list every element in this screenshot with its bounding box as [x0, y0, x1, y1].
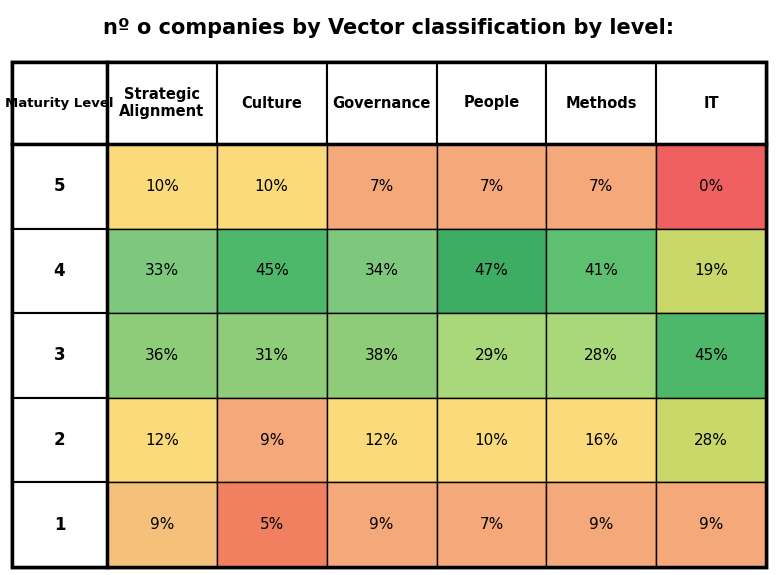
Text: 28%: 28%	[584, 348, 619, 363]
Bar	[107, 62, 217, 144]
Bar	[107, 229, 217, 313]
Bar	[656, 62, 766, 144]
Text: 45%: 45%	[255, 263, 289, 278]
Bar	[107, 398, 217, 482]
Text: 4: 4	[54, 262, 65, 280]
Text: 33%: 33%	[145, 263, 179, 278]
Bar	[546, 229, 656, 313]
Text: 9%: 9%	[370, 517, 394, 532]
Text: 2: 2	[54, 431, 65, 449]
Bar	[656, 482, 766, 567]
Text: 9%: 9%	[589, 517, 613, 532]
Text: Methods: Methods	[566, 95, 637, 110]
Bar	[12, 313, 107, 398]
Text: 7%: 7%	[479, 179, 503, 194]
Text: 38%: 38%	[365, 348, 398, 363]
Text: IT: IT	[703, 95, 719, 110]
Bar	[12, 62, 766, 567]
Text: 19%: 19%	[694, 263, 728, 278]
Text: 31%: 31%	[254, 348, 289, 363]
Bar	[12, 482, 107, 567]
Text: 10%: 10%	[475, 432, 508, 447]
Text: Governance: Governance	[332, 95, 431, 110]
Bar	[327, 313, 436, 398]
Bar	[436, 482, 546, 567]
Bar	[12, 229, 107, 313]
Text: 29%: 29%	[475, 348, 508, 363]
Bar	[656, 229, 766, 313]
Bar	[12, 62, 107, 144]
Text: 36%: 36%	[145, 348, 179, 363]
Bar	[327, 482, 436, 567]
Text: 0%: 0%	[699, 179, 724, 194]
Text: Strategic
Alignment: Strategic Alignment	[119, 87, 205, 119]
Text: 12%: 12%	[365, 432, 398, 447]
Bar	[656, 144, 766, 229]
Bar	[12, 144, 107, 229]
Bar	[546, 398, 656, 482]
Text: 47%: 47%	[475, 263, 508, 278]
Bar	[217, 62, 327, 144]
Bar	[107, 144, 217, 229]
Bar	[217, 229, 327, 313]
Bar	[217, 398, 327, 482]
Text: 16%: 16%	[584, 432, 619, 447]
Bar	[12, 62, 766, 567]
Text: nº o companies by Vector classification by level:: nº o companies by Vector classification …	[103, 18, 675, 38]
Bar	[436, 398, 546, 482]
Bar	[546, 482, 656, 567]
Bar	[546, 62, 656, 144]
Bar	[436, 313, 546, 398]
Text: 10%: 10%	[145, 179, 179, 194]
Text: 10%: 10%	[255, 179, 289, 194]
Bar	[107, 313, 217, 398]
Text: People: People	[463, 95, 520, 110]
Bar	[327, 398, 436, 482]
Text: Maturity Level: Maturity Level	[5, 97, 114, 109]
Bar	[217, 144, 327, 229]
Text: 7%: 7%	[370, 179, 394, 194]
Bar	[217, 313, 327, 398]
Bar	[217, 482, 327, 567]
Bar	[327, 144, 436, 229]
Text: 1: 1	[54, 516, 65, 534]
Text: 34%: 34%	[365, 263, 398, 278]
Text: 12%: 12%	[145, 432, 179, 447]
Text: 28%: 28%	[694, 432, 728, 447]
Bar	[436, 144, 546, 229]
Text: 7%: 7%	[589, 179, 613, 194]
Text: 3: 3	[54, 347, 65, 365]
Bar	[327, 229, 436, 313]
Text: 9%: 9%	[149, 517, 174, 532]
Bar	[12, 398, 107, 482]
Text: 9%: 9%	[260, 432, 284, 447]
Text: 5: 5	[54, 177, 65, 196]
Text: 5%: 5%	[260, 517, 284, 532]
Bar	[107, 482, 217, 567]
Text: 7%: 7%	[479, 517, 503, 532]
Text: 45%: 45%	[694, 348, 728, 363]
Text: 9%: 9%	[699, 517, 724, 532]
Bar	[436, 229, 546, 313]
Text: 41%: 41%	[584, 263, 619, 278]
Bar	[546, 144, 656, 229]
Text: Culture: Culture	[241, 95, 302, 110]
Bar	[327, 62, 436, 144]
Bar	[436, 62, 546, 144]
Bar	[546, 313, 656, 398]
Bar	[656, 313, 766, 398]
Bar	[656, 398, 766, 482]
